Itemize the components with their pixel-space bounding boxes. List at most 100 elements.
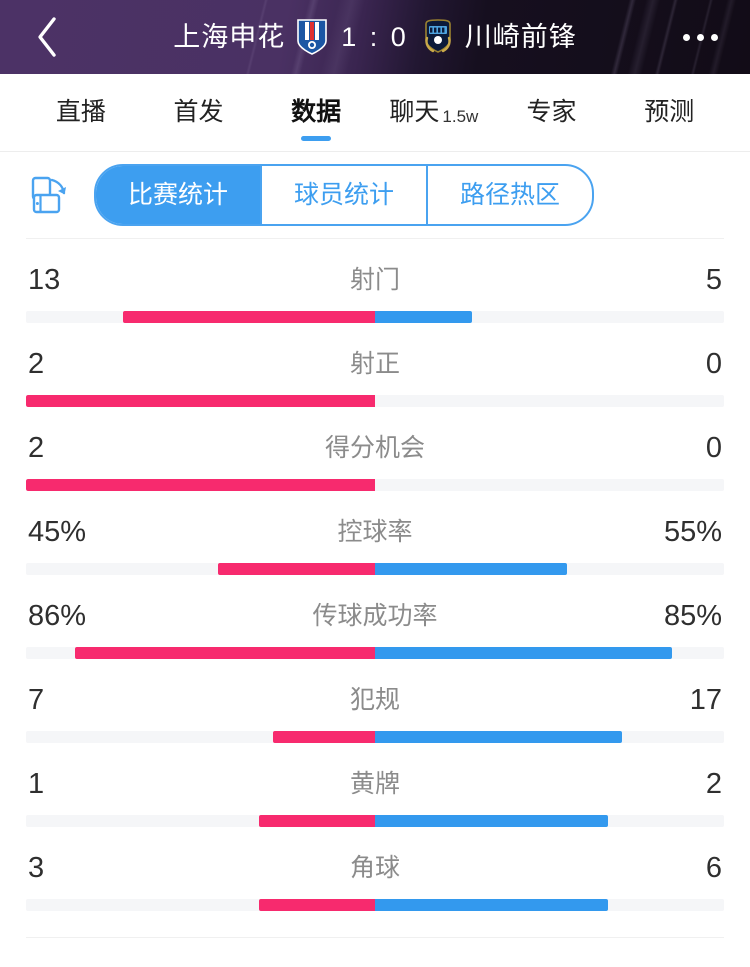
stat-home-value: 2 (28, 432, 45, 464)
segment-label: 比赛统计 (128, 180, 229, 209)
section-divider (26, 238, 724, 239)
tab-label: 首发 (173, 98, 224, 126)
stat-home-value: 86% (28, 600, 87, 632)
stat-bar-home (123, 311, 375, 323)
stat-bar-track (26, 395, 724, 407)
stat-header: 3 角球 6 (26, 849, 724, 887)
stat-row: 2 得分机会 0 (26, 407, 724, 491)
tab-active-indicator (301, 135, 332, 141)
stat-bar-away (375, 647, 672, 659)
chevron-left-icon (35, 16, 59, 58)
tab-label: 专家 (526, 98, 577, 126)
stat-bar-away (375, 731, 623, 743)
segment-match-stats[interactable]: 比赛统计 (96, 166, 263, 224)
stat-header: 13 射门 5 (26, 261, 724, 299)
stat-bar-track (26, 563, 724, 575)
stat-away-value: 5 (705, 264, 722, 296)
stat-bar-track (26, 899, 724, 911)
main-tab-bar: 直播 首发 数据 聊天 1.5w 专家 预测 (0, 74, 750, 152)
stat-row: 1 黄牌 2 (26, 743, 724, 827)
stat-header: 7 犯规 17 (26, 681, 724, 719)
kawasaki-frontale-crest-icon (421, 18, 455, 56)
stat-label: 犯规 (349, 686, 400, 714)
stat-row: 3 角球 6 (26, 827, 724, 911)
back-button[interactable] (16, 0, 78, 74)
stat-label: 射正 (349, 350, 400, 378)
header-background (0, 0, 750, 74)
stat-header: 2 射正 0 (26, 345, 724, 383)
tab-lineup[interactable]: 首发 (140, 74, 258, 152)
stat-home-value: 1 (28, 768, 45, 800)
segment-label: 路径热区 (460, 180, 561, 209)
more-horizontal-icon (682, 33, 690, 41)
stat-bar-away (375, 815, 608, 827)
stats-view-switcher-row: 比赛统计 球员统计 路径热区 (0, 152, 750, 238)
stat-row: 2 射正 0 (26, 323, 724, 407)
rotate-screen-icon[interactable] (26, 172, 72, 218)
stat-away-value: 2 (705, 768, 722, 800)
stat-label: 射门 (349, 266, 400, 294)
more-options-button[interactable] (668, 0, 732, 74)
stat-home-value: 13 (28, 264, 61, 296)
stat-bar-home (26, 395, 375, 407)
match-stats-list: 13 射门 5 2 射正 0 2 得分机会 0 (0, 239, 750, 911)
stat-row: 86% 传球成功率 85% (26, 575, 724, 659)
stat-label: 传球成功率 (312, 602, 438, 630)
score-value: 1 : 0 (341, 21, 409, 52)
tab-label: 聊天 (389, 98, 440, 126)
stat-header: 45% 控球率 55% (26, 513, 724, 551)
tab-label: 数据 (291, 98, 342, 126)
stat-away-value: 0 (705, 348, 722, 380)
stat-bar-away (375, 311, 473, 323)
stat-bar-home (74, 647, 375, 659)
tab-label: 直播 (55, 98, 106, 126)
app-header: 上海申花 1 : 0 (0, 0, 750, 74)
stat-bar-track (26, 815, 724, 827)
stat-home-value: 3 (28, 852, 45, 884)
stat-bar-home (273, 731, 375, 743)
stat-bar-away (375, 899, 608, 911)
stat-away-value: 6 (705, 852, 722, 884)
stat-bar-track (26, 731, 724, 743)
stat-bar-home (258, 899, 375, 911)
stat-bar-home (26, 479, 375, 491)
tab-chat-count: 1.5w (442, 107, 479, 126)
stat-label: 控球率 (337, 518, 413, 546)
more-horizontal-icon (710, 33, 718, 41)
stat-bar-home (258, 815, 375, 827)
segment-label: 球员统计 (294, 180, 395, 209)
tab-expert[interactable]: 专家 (493, 74, 611, 152)
tab-label: 预测 (644, 98, 695, 126)
list-bottom-divider (26, 937, 724, 938)
stat-bar-away (375, 563, 567, 575)
stat-header: 2 得分机会 0 (26, 429, 724, 467)
stat-bar-track (26, 479, 724, 491)
stat-home-value: 7 (28, 684, 45, 716)
stat-header: 86% 传球成功率 85% (26, 597, 724, 635)
stat-bar-track (26, 311, 724, 323)
stat-away-value: 17 (689, 684, 722, 716)
tab-data[interactable]: 数据 (257, 74, 375, 152)
segment-player-stats[interactable]: 球员统计 (262, 166, 429, 224)
stat-row: 7 犯规 17 (26, 659, 724, 743)
stat-home-value: 2 (28, 348, 45, 380)
stat-away-value: 55% (663, 516, 722, 548)
tab-live[interactable]: 直播 (22, 74, 140, 152)
stat-label: 角球 (349, 854, 400, 882)
stat-header: 1 黄牌 2 (26, 765, 724, 803)
away-team-name: 川崎前锋 (464, 21, 577, 52)
stats-segmented-control: 比赛统计 球员统计 路径热区 (94, 164, 595, 226)
stat-away-value: 0 (705, 432, 722, 464)
stat-bar-track (26, 647, 724, 659)
stat-row: 13 射门 5 (26, 239, 724, 323)
segment-heatmap[interactable]: 路径热区 (428, 166, 592, 224)
stat-away-value: 85% (663, 600, 722, 632)
tab-prediction[interactable]: 预测 (610, 74, 728, 152)
more-horizontal-icon (696, 33, 704, 41)
home-team-name: 上海申花 (173, 21, 286, 52)
tab-chat[interactable]: 聊天 1.5w (375, 74, 493, 152)
shanghai-shenhua-crest-icon (295, 18, 329, 56)
stat-home-value: 45% (28, 516, 87, 548)
stat-label: 得分机会 (324, 434, 425, 462)
stat-label: 黄牌 (349, 770, 400, 798)
